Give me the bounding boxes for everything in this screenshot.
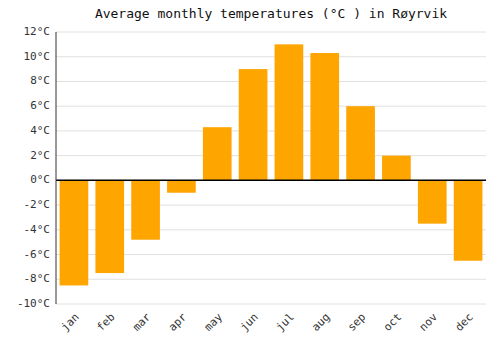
zero-line [56,180,486,182]
bar [382,156,411,181]
x-tick-label: aug [309,311,332,334]
bar [60,180,89,285]
grid-line [56,155,486,156]
grid-line [56,130,486,131]
chart: -10°C -8°C -6°C -4°C -2°C 0°C 2°C 4°C 6°C 8°C 10°C… [0,0,500,350]
y-tick-label: 0°C [30,173,50,186]
x-tick-label: may [202,310,226,334]
bar [346,106,375,180]
grid [56,32,486,304]
y-axis-line [56,32,57,304]
grid-line [56,304,486,305]
y-tick-label: -4°C [24,223,51,236]
bar [454,180,483,260]
grid-line [56,106,486,107]
y-tick-label: 12°C [24,25,51,38]
x-tick-label: jul [273,311,296,334]
title: Average monthly temperatures (°C ) in Rø… [95,6,447,21]
y-tick-label: -6°C [24,248,51,261]
y-tick-label: -2°C [24,198,51,211]
y-tick-label: 8°C [30,74,50,87]
bar [239,69,268,180]
grid-line [56,279,486,280]
grid-line [56,180,486,181]
bar [131,180,160,239]
grid-line [56,56,486,57]
grid-line [56,32,486,33]
x-tick-label: dec [453,311,476,334]
y-tick-label: 4°C [30,124,50,137]
bar [310,53,339,180]
x-tick-label: nov [417,310,441,334]
bar [418,180,447,223]
bar [275,44,304,180]
bar [203,127,232,180]
y-tick-labels: -10°C -8°C -6°C -4°C -2°C 0°C 2°C 4°C 6°C 8°C 10°C… [17,25,50,310]
y-tick-label: 2°C [30,149,50,162]
grid-line [56,81,486,82]
bars [60,44,483,285]
x-tick-label: oct [381,311,404,334]
x-tick-labels: janfebmaraprmayjunjulaugsepoctnovdec [58,310,475,334]
x-tick-label: apr [166,310,190,334]
x-tick-label: sep [345,311,368,334]
y-tick-label: 6°C [30,99,50,112]
chart-container: -10°C -8°C -6°C -4°C -2°C 0°C 2°C 4°C 6°C 8°C 10°C… [0,0,500,350]
y-tick-label: -8°C [24,272,51,285]
x-tick-label: jun [238,311,261,334]
y-tick-label: -10°C [17,297,50,310]
y-tick-label: 10°C [24,50,51,63]
x-tick-label: feb [94,311,117,334]
bar [95,180,124,273]
x-tick-label: jan [58,311,81,334]
x-tick-label: mar [130,310,154,334]
bar [167,180,196,192]
